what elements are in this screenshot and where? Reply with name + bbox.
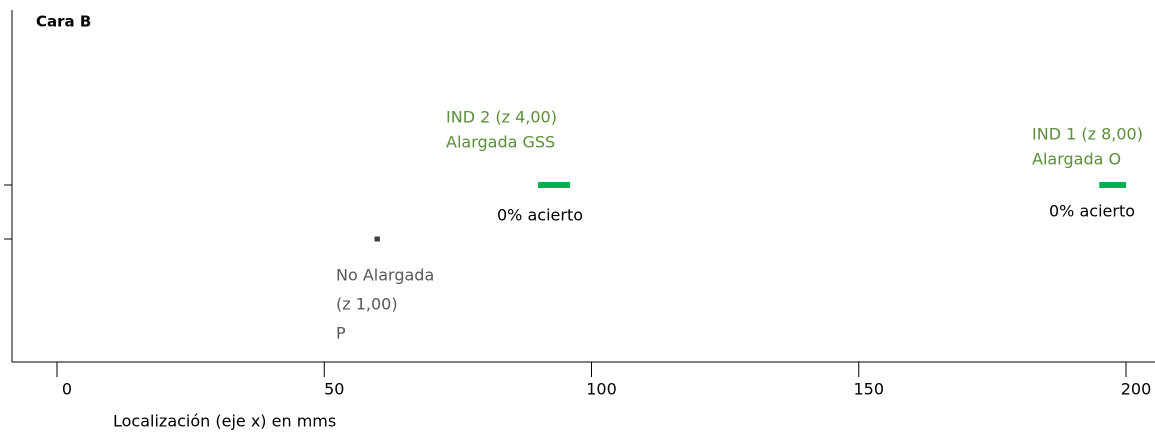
annotation: No Alargada [336,266,434,285]
annotation: IND 2 (z 4,00) [446,108,557,127]
annotation: Alargada O [1032,150,1121,169]
annotation: (z 1,00) [336,295,398,314]
x-tick-label: 150 [853,380,884,399]
annotation: P [336,324,346,343]
annotation-note: 0% acierto [1049,202,1135,221]
annotation-note: 0% acierto [497,206,583,225]
x-tick-label: 0 [62,380,72,399]
annotation: IND 1 (z 8,00) [1032,125,1143,144]
x-axis-label: Localización (eje x) en mms [113,412,336,431]
x-tick-label: 50 [324,380,344,399]
x-tick-label: 100 [586,380,617,399]
annotation: Alargada GSS [446,133,555,152]
segment [1099,182,1126,188]
x-tick-label: 200 [1121,380,1152,399]
chart-title: Cara B [36,13,91,31]
segment [538,182,571,188]
point [374,236,380,242]
